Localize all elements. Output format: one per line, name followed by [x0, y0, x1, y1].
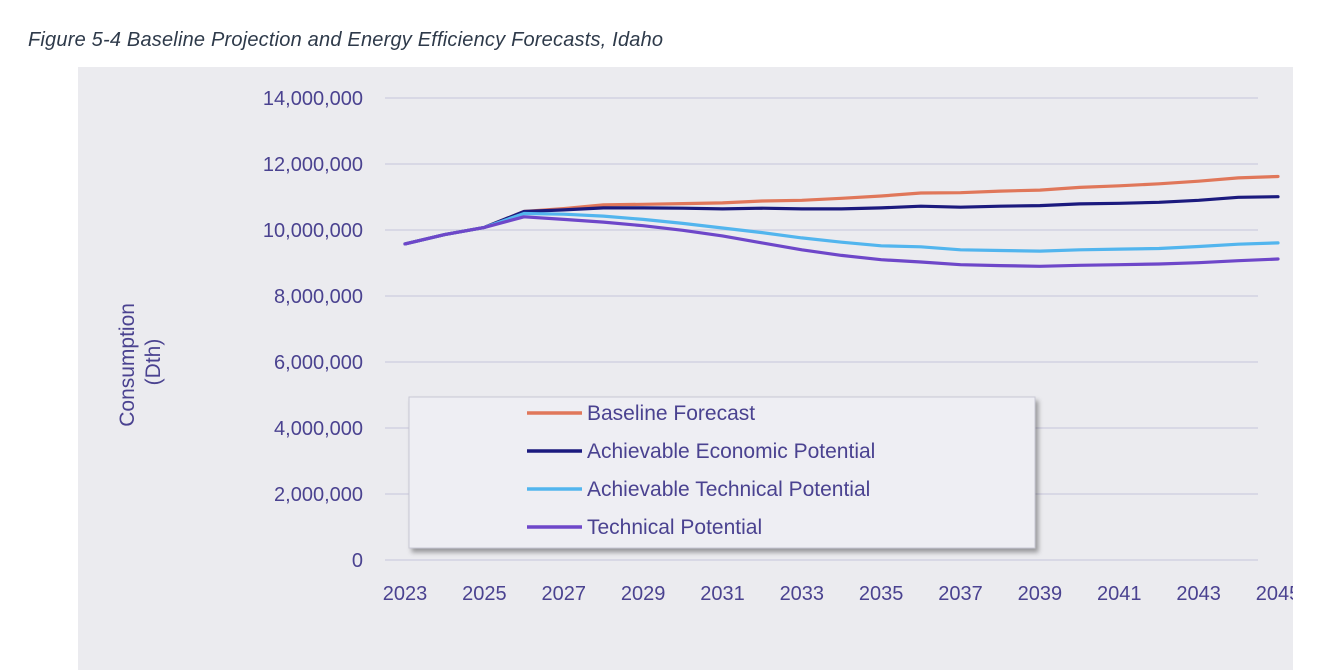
legend-box [408, 396, 1036, 549]
chart-panel: 0 2,000,000 4,000,000 6,000,000 8,000,000 10,… [78, 67, 1293, 670]
x-tick-label: 2029 [621, 583, 666, 605]
y-axis-label-line1: Consumption [116, 303, 139, 427]
series-line-technical-potential [403, 215, 1280, 268]
x-tick-label: 2037 [938, 583, 983, 605]
y-axis-label: Consumption (Dth) [116, 297, 165, 427]
x-tick-label: 2041 [1097, 583, 1142, 605]
series-line-achievable-technical-potential [403, 211, 1280, 253]
x-tick-label: 2033 [780, 583, 825, 605]
x-tick-label: 2027 [541, 583, 586, 605]
y-tick-label: 0 [352, 550, 363, 572]
line-chart: 0 2,000,000 4,000,000 6,000,000 8,000,000 10,… [116, 88, 1293, 605]
x-tick-label: 2035 [859, 583, 904, 605]
figure-caption: Figure 5-4 Baseline Projection and Energ… [28, 29, 664, 51]
y-tick-label: 10,000,000 [263, 220, 363, 242]
x-tick-label: 2045 [1256, 583, 1293, 605]
legend-label-baseline-forecast: Baseline Forecast [587, 402, 755, 425]
y-tick-label: 14,000,000 [263, 88, 363, 110]
y-tick-label: 4,000,000 [274, 418, 363, 440]
x-tick-label: 2023 [383, 583, 428, 605]
legend: Baseline Forecast Achievable Economic Pot… [408, 396, 1036, 549]
y-tick-label: 2,000,000 [274, 484, 363, 506]
y-axis-ticks: 0 2,000,000 4,000,000 6,000,000 8,000,000 10,… [263, 88, 363, 572]
y-tick-label: 8,000,000 [274, 286, 363, 308]
series-line-achievable-economic-potential [403, 195, 1280, 246]
y-tick-label: 6,000,000 [274, 352, 363, 374]
x-axis-ticks: 2023 2025 2027 2029 2031 2033 2035 2037 2039 2041… [383, 583, 1293, 605]
y-axis-label-line2: (Dth) [142, 339, 165, 386]
legend-label-technical-potential: Technical Potential [587, 516, 762, 539]
legend-label-achievable-technical-potential: Achievable Technical Potential [587, 478, 870, 501]
series-lines [403, 174, 1280, 268]
x-tick-label: 2039 [1018, 583, 1063, 605]
x-tick-label: 2043 [1176, 583, 1221, 605]
x-tick-label: 2031 [700, 583, 745, 605]
x-tick-label: 2025 [462, 583, 507, 605]
y-tick-label: 12,000,000 [263, 154, 363, 176]
legend-label-achievable-economic-potential: Achievable Economic Potential [587, 440, 875, 463]
